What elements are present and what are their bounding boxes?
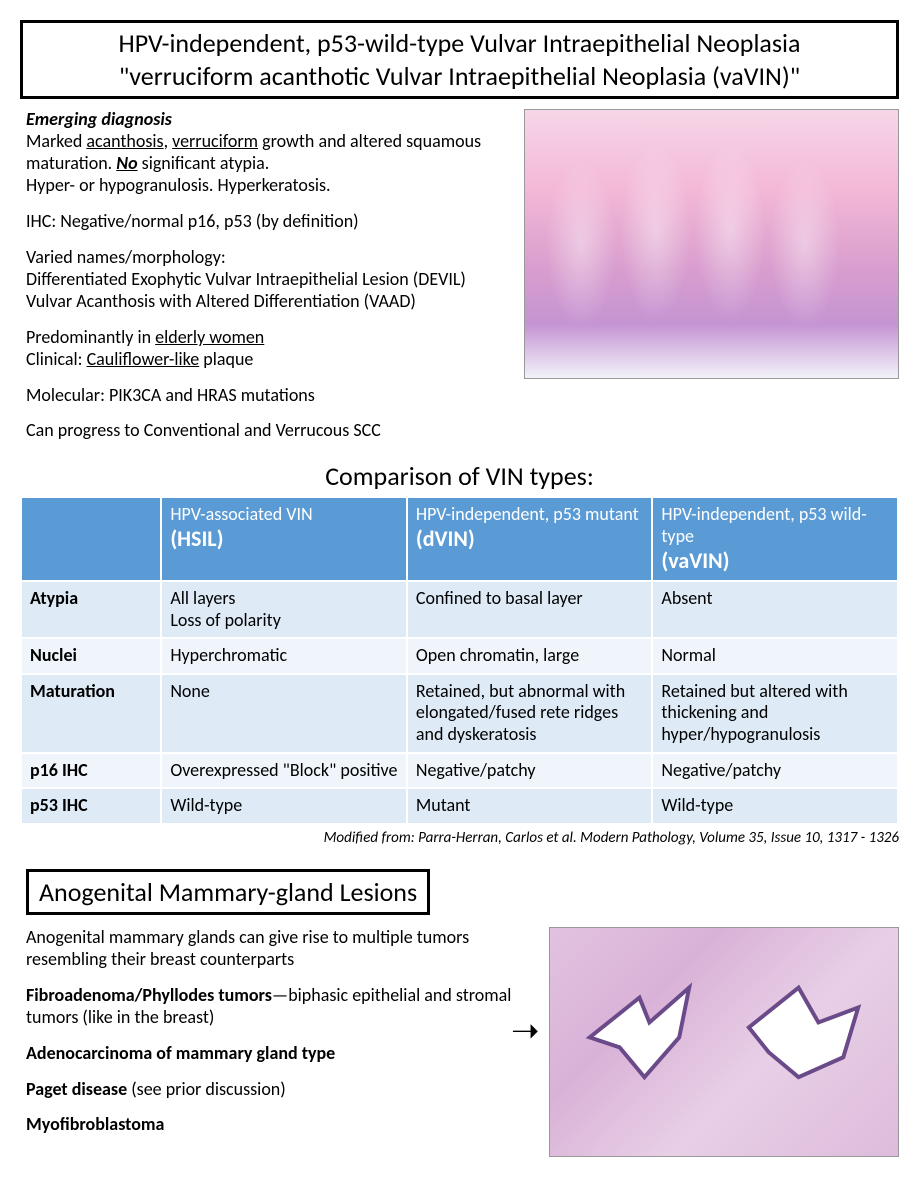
col1-line1: HPV-associated VIN [170,503,312,525]
col3-abbr: (vaVIN) [661,547,729,574]
table-cell: Wild-type [161,788,407,824]
p1-line3: Hyper- or hypogranulosis. Hyperkeratosis… [26,174,331,196]
row-label: p53 IHC [21,788,161,824]
row-label: Nuclei [21,638,161,674]
diagnosis-heading: Emerging diagnosis [26,108,172,130]
col2-line1: HPV-independent, p53 mutant [416,503,639,525]
p1-d: significant atypia. [138,152,270,174]
section2-title: Anogenital Mammary-gland Lesions [39,876,417,908]
p4-c: plaque [199,348,253,370]
table-citation: Modified from: Parra-Herran, Carlos et a… [20,829,899,847]
section2-body: Anogenital mammary glands can give rise … [20,927,899,1157]
section2-item4: Myofibroblastoma [26,1114,537,1136]
histology-image-1 [524,109,899,379]
section1-body: Emerging diagnosis Marked acanthosis, ve… [20,109,899,442]
p1-no: No [116,152,137,174]
table-header-row: HPV-associated VIN (HSIL) HPV-independen… [21,497,898,581]
section2-title-box: Anogenital Mammary-gland Lesions [26,869,430,915]
histology-image-2 [549,927,899,1157]
row-label: p16 IHC [21,753,161,789]
comparison-title: Comparison of VIN types: [20,460,899,492]
p4-b: Clinical: [26,348,87,370]
histology-image-2-wrap: ➝ [549,927,899,1157]
table-row: AtypiaAll layersLoss of polarityConfined… [21,581,898,638]
col1-abbr: (HSIL) [170,525,223,552]
p4-a: Predominantly in [26,326,155,348]
p4-u2: Cauliflower-like [87,348,200,370]
p1-u1: acanthosis [86,130,163,152]
section2-item3: Paget disease (see prior discussion) [26,1079,537,1101]
section2-text: Anogenital mammary glands can give rise … [26,927,537,1137]
item3-bold: Paget disease [26,1078,127,1100]
section2-item2: Adenocarcinoma of mammary gland type [26,1043,537,1065]
table-cell: Negative/patchy [407,753,653,789]
col-header-dvin: HPV-independent, p53 mutant (dVIN) [407,497,653,581]
table-cell: Open chromatin, large [407,638,653,674]
p3-c: Vulvar Acanthosis with Altered Different… [26,290,416,312]
para-progress: Can progress to Conventional and Verruco… [26,420,512,442]
p4-u: elderly women [155,326,264,348]
p1-b: , [164,130,173,152]
comparison-table: HPV-associated VIN (HSIL) HPV-independen… [20,496,899,824]
item1-bold: Fibroadenoma/Phyllodes tumors [26,984,272,1006]
item2-bold: Adenocarcinoma of mammary gland type [26,1042,335,1064]
table-cell: Normal [652,638,898,674]
section2-item1: Fibroadenoma/Phyllodes tumors—biphasic e… [26,985,537,1029]
row-label: Atypia [21,581,161,638]
col-header-vavin: HPV-independent, p53 wild-type (vaVIN) [652,497,898,581]
section1-text: Emerging diagnosis Marked acanthosis, ve… [20,109,512,442]
p3-a: Varied names/morphology: [26,246,226,268]
table-cell: Retained, but abnormal with elongated/fu… [407,674,653,753]
histology-svg [550,928,898,1157]
item3-rest: (see prior discussion) [127,1078,286,1100]
p1-u2: verruciform [172,130,258,152]
section1-title-line2: "verruciform acanthotic Vulvar Intraepit… [33,60,886,93]
section1-title-box: HPV-independent, p53-wild-type Vulvar In… [20,20,899,99]
para-diagnosis: Emerging diagnosis Marked acanthosis, ve… [26,109,512,197]
para-ihc: IHC: Negative/normal p16, p53 (by defini… [26,211,512,233]
table-cell: Confined to basal layer [407,581,653,638]
col2-abbr: (dVIN) [416,525,475,552]
arrow-icon: ➝ [511,1015,540,1049]
col-header-hsil: HPV-associated VIN (HSIL) [161,497,407,581]
table-cell: Hyperchromatic [161,638,407,674]
table-row: NucleiHyperchromaticOpen chromatin, larg… [21,638,898,674]
section1-title-line1: HPV-independent, p53-wild-type Vulvar In… [33,27,886,60]
table-cell: All layersLoss of polarity [161,581,407,638]
p3-b: Differentiated Exophytic Vulvar Intraepi… [26,268,466,290]
col3-line1: HPV-independent, p53 wild-type [661,503,866,547]
table-row: MaturationNoneRetained, but abnormal wit… [21,674,898,753]
table-row: p53 IHCWild-typeMutantWild-type [21,788,898,824]
table-corner [21,497,161,581]
table-cell: Overexpressed "Block" positive [161,753,407,789]
para-names: Varied names/morphology: Differentiated … [26,247,512,313]
table-cell: Wild-type [652,788,898,824]
table-row: p16 IHCOverexpressed "Block" positiveNeg… [21,753,898,789]
para-molecular: Molecular: PIK3CA and HRAS mutations [26,385,512,407]
table-cell: None [161,674,407,753]
item4-bold: Myofibroblastoma [26,1113,164,1135]
table-cell: Absent [652,581,898,638]
table-cell: Retained but altered with thickening and… [652,674,898,753]
p1-a: Marked [26,130,86,152]
table-cell: Mutant [407,788,653,824]
para-clinical: Predominantly in elderly women Clinical:… [26,327,512,371]
table-body: AtypiaAll layersLoss of polarityConfined… [21,581,898,824]
section2-intro: Anogenital mammary glands can give rise … [26,927,537,971]
table-cell: Negative/patchy [652,753,898,789]
row-label: Maturation [21,674,161,753]
